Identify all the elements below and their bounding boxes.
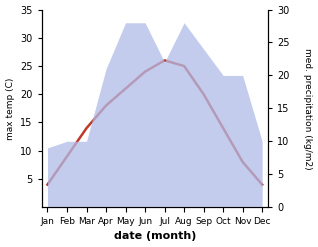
Y-axis label: med. precipitation (kg/m2): med. precipitation (kg/m2) bbox=[303, 48, 313, 169]
Y-axis label: max temp (C): max temp (C) bbox=[5, 77, 15, 140]
X-axis label: date (month): date (month) bbox=[114, 231, 196, 242]
